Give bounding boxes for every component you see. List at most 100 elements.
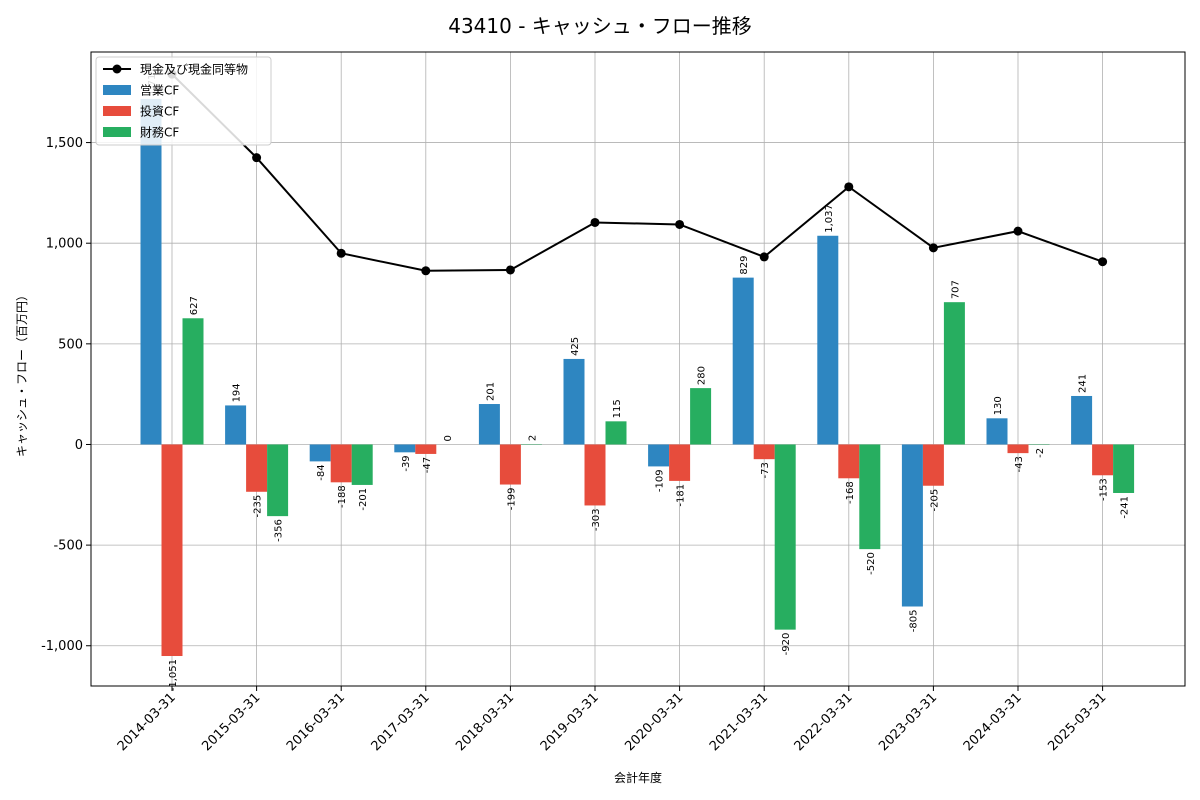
data-label: -205 <box>929 489 940 512</box>
x-tick-label: 2015-03-31 <box>199 690 263 754</box>
y-tick-label: 500 <box>58 337 83 352</box>
bar-2 <box>753 444 775 460</box>
data-label: -303 <box>591 508 602 531</box>
bar-2 <box>669 444 691 481</box>
data-label: -235 <box>253 495 264 518</box>
bar-1 <box>901 444 923 607</box>
data-label: -920 <box>781 633 792 656</box>
legend-bar-swatch <box>103 127 131 137</box>
data-label: 241 <box>1078 374 1089 393</box>
y-tick-label: -500 <box>53 539 83 554</box>
data-labels: 1,717194-84-39201425-1098291,037-8051302… <box>147 67 1131 691</box>
y-tick-label: 1,000 <box>46 237 83 252</box>
data-label: -805 <box>908 609 919 632</box>
legend-box <box>95 56 272 146</box>
bar-3 <box>351 444 373 485</box>
data-label: -109 <box>655 469 666 492</box>
cash-point <box>1098 257 1108 267</box>
x-tick-label: 2025-03-31 <box>1045 690 1109 754</box>
cash-point <box>252 153 262 163</box>
bar-2 <box>838 444 860 479</box>
x-tick-label: 2020-03-31 <box>622 690 686 754</box>
x-tick-label: 2023-03-31 <box>876 690 940 754</box>
grid-lines <box>91 52 1185 686</box>
data-label: 130 <box>993 396 1004 415</box>
bar-series <box>140 98 1135 657</box>
x-tick-label: 2024-03-31 <box>961 690 1025 754</box>
data-label: -181 <box>676 484 687 507</box>
cash-point <box>1013 226 1023 236</box>
cash-point <box>759 252 769 262</box>
cash-line-series <box>167 69 1108 276</box>
data-label: -241 <box>1120 496 1131 519</box>
bar-2 <box>246 444 268 492</box>
cash-point <box>421 266 431 276</box>
data-label: 707 <box>950 280 961 299</box>
data-label: 194 <box>232 383 243 402</box>
legend-entry: 現金及び現金同等物 <box>140 62 248 77</box>
legend-bar-swatch <box>103 85 131 95</box>
y-axis-ticks: -1,000 -500 0 500 1,000 1,500 <box>41 136 91 654</box>
data-label: -43 <box>1014 456 1025 472</box>
data-label: 0 <box>443 435 454 441</box>
legend-entry: 営業CF <box>140 84 179 98</box>
x-axis-label: 会計年度 <box>614 770 662 785</box>
data-label: -73 <box>760 462 771 478</box>
bar-1 <box>225 405 247 445</box>
bar-3 <box>182 318 204 445</box>
data-label: 829 <box>739 256 750 275</box>
data-label: -153 <box>1099 478 1110 501</box>
bar-2 <box>330 444 352 483</box>
data-label: 115 <box>612 399 623 418</box>
cash-point <box>675 219 685 229</box>
x-tick-label: 2014-03-31 <box>115 690 179 754</box>
bar-1 <box>1071 395 1093 445</box>
y-tick-label: -1,000 <box>41 639 83 654</box>
bar-3 <box>1113 444 1135 493</box>
y-tick-label: 1,500 <box>46 136 83 151</box>
plot-frame <box>90 51 1186 687</box>
data-label: 1,037 <box>824 204 835 233</box>
bar-1 <box>732 277 754 445</box>
data-label: 201 <box>485 382 496 401</box>
chart-title: 43410 - キャッシュ・フロー推移 <box>448 14 752 38</box>
bar-2 <box>161 444 183 657</box>
y-tick-label: 0 <box>75 438 83 453</box>
data-label: -520 <box>866 552 877 575</box>
bar-3 <box>774 444 796 630</box>
data-label: -356 <box>274 519 285 542</box>
x-tick-label: 2017-03-31 <box>369 690 433 754</box>
y-axis-label: キャッシュ・フロー（百万円） <box>15 289 29 457</box>
x-tick-label: 2016-03-31 <box>284 690 348 754</box>
x-tick-label: 2021-03-31 <box>707 690 771 754</box>
cash-point <box>928 243 938 253</box>
cash-point <box>844 182 854 192</box>
bar-1 <box>394 444 416 453</box>
data-label: -188 <box>337 485 348 508</box>
data-label: 280 <box>697 366 708 385</box>
legend-bar-swatch <box>103 106 131 116</box>
data-label: -39 <box>401 455 412 471</box>
data-label: -47 <box>422 457 433 473</box>
bar-2 <box>922 444 944 486</box>
data-label: 425 <box>570 337 581 356</box>
data-label: -84 <box>316 464 327 480</box>
bar-2 <box>499 444 521 485</box>
bar-3 <box>267 444 289 517</box>
legend-entry: 投資CF <box>140 104 179 119</box>
x-axis-ticks: 2014-03-31 2015-03-31 2016-03-31 2017-03-31… <box>115 686 1109 754</box>
bar-1 <box>140 98 162 445</box>
data-label: -201 <box>358 488 369 511</box>
cash-point <box>505 265 515 275</box>
data-label: -168 <box>845 481 856 504</box>
bar-1 <box>478 404 500 445</box>
x-tick-label: 2022-03-31 <box>792 690 856 754</box>
x-tick-label: 2018-03-31 <box>453 690 517 754</box>
bar-3 <box>943 302 965 445</box>
cash-line <box>171 73 1103 272</box>
data-label: -2 <box>1035 448 1046 458</box>
bar-2 <box>1092 444 1114 476</box>
bar-1 <box>817 235 839 445</box>
